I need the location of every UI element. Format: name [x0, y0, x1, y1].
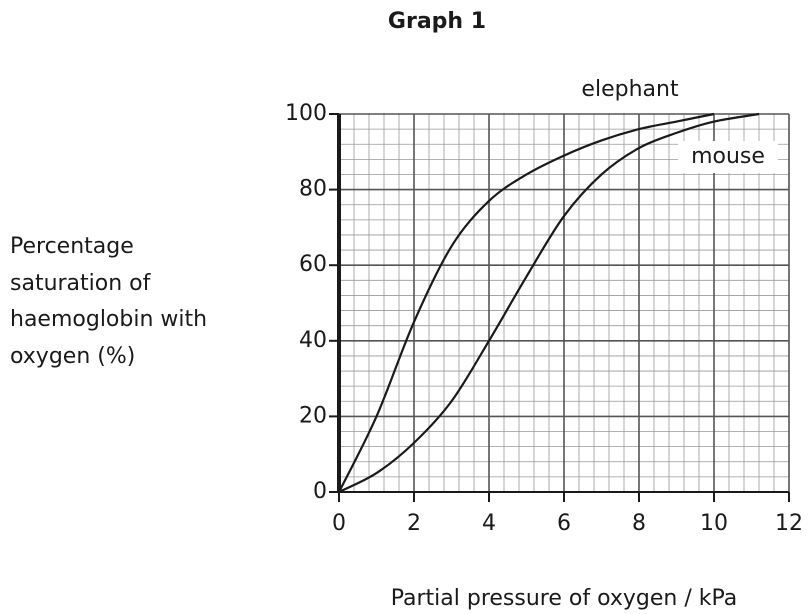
y-tick-label: 0 — [313, 479, 327, 504]
y-tick-label: 80 — [299, 177, 327, 202]
series-line — [338, 112, 760, 493]
y-axis-label-line: Percentage — [10, 234, 134, 259]
chart-title: Graph 1 — [388, 9, 486, 34]
x-tick-label: 10 — [700, 511, 728, 536]
x-tick-label: 8 — [632, 511, 646, 536]
y-tick-label: 100 — [285, 101, 327, 126]
x-axis-label: Partial pressure of oxygen / kPa — [391, 586, 738, 611]
y-tick-label: 20 — [299, 403, 327, 428]
y-axis-label-line: haemoglobin with — [10, 307, 207, 332]
x-tick-label: 4 — [482, 511, 496, 536]
y-tick-label: 60 — [299, 252, 327, 277]
x-tick-label: 12 — [775, 511, 803, 536]
x-tick-label: 0 — [332, 511, 346, 536]
y-axis-label-line: saturation of — [10, 271, 152, 296]
x-tick-label: 6 — [557, 511, 571, 536]
y-tick-label: 40 — [299, 328, 327, 353]
series-line — [338, 112, 715, 493]
y-axis-label-line: oxygen (%) — [10, 344, 135, 369]
x-tick-label: 2 — [407, 511, 421, 536]
series-label: elephant — [581, 77, 679, 102]
series-label-background — [678, 141, 778, 173]
y-axis-label: Percentage saturation of haemoglobin wit… — [10, 234, 207, 369]
series-label: mouse — [691, 144, 765, 169]
